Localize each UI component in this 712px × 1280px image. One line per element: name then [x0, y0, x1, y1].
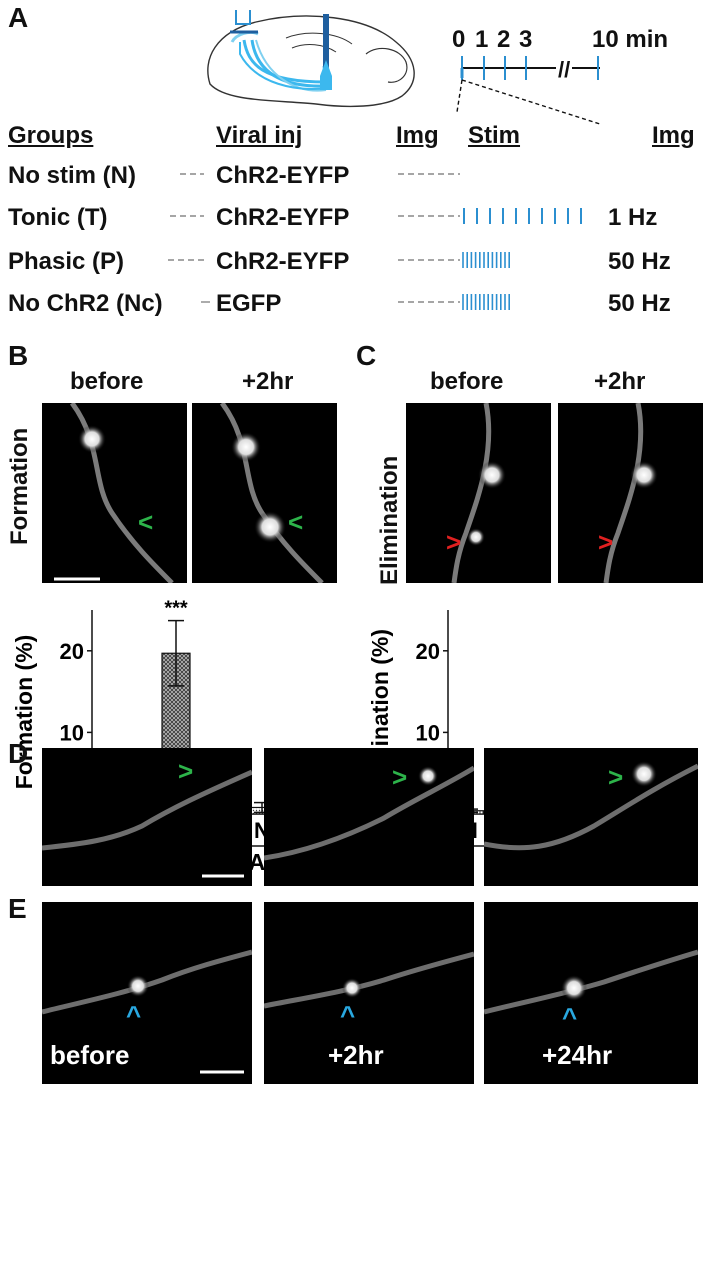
- row-viral-label: ChR2-EYFP: [216, 162, 350, 189]
- formation-marker-icon: <: [288, 507, 304, 537]
- micrograph-elimination-after: >: [558, 403, 703, 583]
- micrograph-e-before: ^ before: [42, 902, 252, 1084]
- stable-spine-marker-icon: ^: [340, 1000, 356, 1030]
- micrograph-d-plus-2hr: >: [264, 748, 474, 886]
- row-viral-label: ChR2-EYFP: [216, 204, 350, 231]
- micrograph-e-plus-2hr: ^ +2hr: [264, 902, 474, 1084]
- y-tick-label: 20: [60, 639, 84, 664]
- elimination-marker-icon: >: [446, 527, 462, 557]
- header-img-2: Img: [652, 122, 695, 149]
- panel-label-b: B: [8, 340, 29, 371]
- header-img-1: Img: [396, 122, 439, 149]
- y-tick-label: 10: [60, 720, 84, 745]
- protocol-lines: [168, 173, 582, 310]
- stable-spine-marker-icon: ^: [562, 1002, 578, 1032]
- timeline-tick-10min: 10 min: [592, 26, 669, 53]
- significance-annotation: ***: [164, 598, 188, 620]
- micrograph-formation-before: <: [42, 403, 187, 583]
- micrograph-d-plus-24hr: >: [484, 748, 698, 886]
- caption-plus-2hr: +2hr: [328, 1040, 384, 1070]
- row-group-label: Tonic (T): [8, 204, 108, 231]
- timeline-tick-2: 2: [497, 26, 511, 53]
- micrograph-d-before: >: [42, 748, 252, 886]
- row-viral-label: EGFP: [216, 290, 282, 317]
- panel-label-c: C: [356, 340, 377, 371]
- timeline-tick-1: 1: [475, 26, 489, 53]
- stable-spine-marker-icon: ^: [126, 1000, 142, 1030]
- micrograph-formation-after: <: [192, 403, 337, 583]
- micrograph-elimination-before: >: [406, 403, 551, 583]
- y-tick-label: 20: [416, 639, 440, 664]
- header-stim: Stim: [468, 122, 521, 149]
- row-frequency: 50 Hz: [608, 290, 671, 317]
- timeline-break: //: [556, 57, 573, 83]
- header-groups: Groups: [8, 122, 94, 149]
- formation-marker-icon: >: [392, 762, 408, 792]
- row-frequency: 50 Hz: [608, 248, 671, 275]
- caption-before: before: [50, 1040, 130, 1070]
- y-axis-label: Formation (%): [11, 635, 37, 790]
- y-tick-label: 10: [416, 720, 440, 745]
- row-group-label: No stim (N): [8, 162, 136, 189]
- panel-label-a: A: [8, 2, 29, 33]
- header-viral-inj: Viral inj: [216, 122, 303, 149]
- elimination-marker-icon: >: [598, 527, 614, 557]
- label-plus-2hr: +2hr: [594, 368, 646, 395]
- panel-label-e: E: [8, 893, 27, 924]
- timeline-tick-0: 0: [452, 26, 466, 53]
- row-label-formation: Formation: [6, 427, 33, 545]
- caption-plus-24hr: +24hr: [542, 1040, 613, 1070]
- panel-label-d: D: [8, 738, 29, 769]
- formation-marker-icon: <: [138, 507, 154, 537]
- row-group-label: No ChR2 (Nc): [8, 290, 163, 317]
- formation-marker-icon: >: [178, 756, 194, 786]
- formation-marker-icon: >: [608, 762, 624, 792]
- row-label-elimination: Elimination: [376, 455, 403, 585]
- label-before: before: [70, 368, 144, 395]
- row-frequency: 1 Hz: [608, 204, 658, 231]
- row-viral-label: ChR2-EYFP: [216, 248, 350, 275]
- micrograph-e-plus-24hr: ^ +24hr: [484, 902, 698, 1084]
- label-plus-2hr: +2hr: [242, 368, 294, 395]
- mouse-brain-schematic: [207, 10, 415, 108]
- timeline-tick-3: 3: [519, 26, 533, 53]
- timeline-axis: [456, 56, 601, 125]
- row-group-label: Phasic (P): [8, 248, 125, 275]
- label-before: before: [430, 368, 504, 395]
